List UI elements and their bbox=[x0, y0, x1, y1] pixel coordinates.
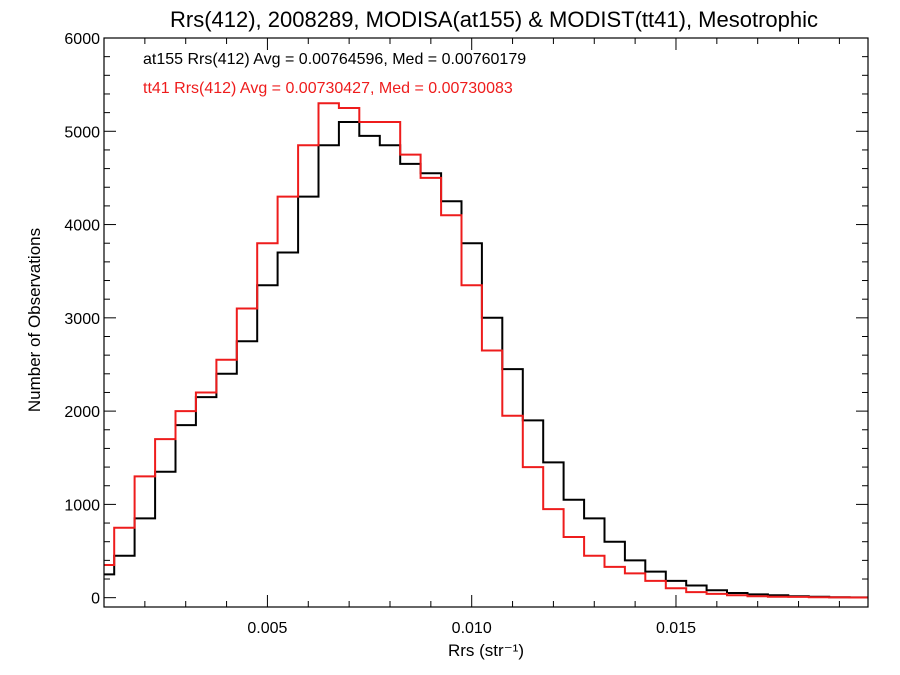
plot-frame bbox=[103, 37, 869, 608]
y-axis-label: Number of Observations bbox=[25, 228, 44, 412]
x-tick-label: 0.005 bbox=[247, 620, 287, 637]
y-tick-label: 1000 bbox=[64, 497, 100, 514]
y-tick-label: 2000 bbox=[64, 404, 100, 421]
series-line-0 bbox=[104, 121, 868, 599]
y-tick-label: 6000 bbox=[64, 31, 100, 48]
x-axis-label: Rrs (str⁻¹) bbox=[448, 641, 524, 660]
y-tick-label: 0 bbox=[91, 591, 100, 608]
y-tick-label: 3000 bbox=[64, 311, 100, 328]
axis-ticks: 0.005 0.010 0.015 0 1000 2000 3000 4000 5000 6000 bbox=[64, 31, 868, 637]
y-tick-label: 4000 bbox=[64, 218, 100, 235]
chart-title: Rrs(412), 2008289, MODISA(at155) & MODIS… bbox=[170, 7, 818, 32]
plot-series bbox=[104, 102, 868, 599]
legend-tt41: tt41 Rrs(412) Avg = 0.00730427, Med = 0.… bbox=[143, 80, 513, 97]
x-tick-label: 0.010 bbox=[452, 620, 492, 637]
legend-at155: at155 Rrs(412) Avg = 0.00764596, Med = 0… bbox=[143, 51, 526, 68]
series-line-1 bbox=[104, 102, 868, 599]
x-tick-label: 0.015 bbox=[656, 620, 696, 637]
y-tick-label: 5000 bbox=[64, 124, 100, 141]
